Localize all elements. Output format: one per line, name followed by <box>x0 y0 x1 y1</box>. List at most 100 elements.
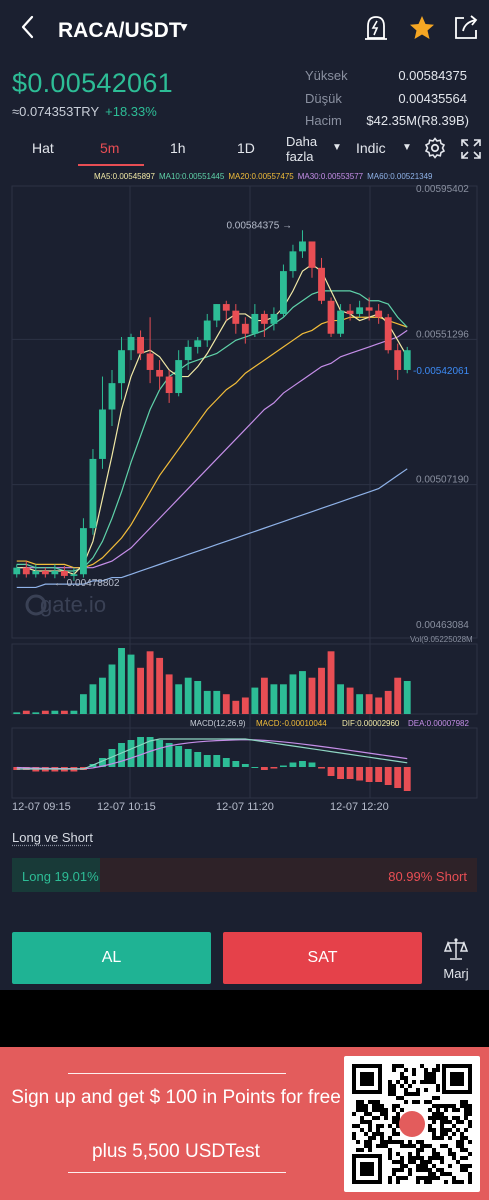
qr-module <box>360 1120 364 1124</box>
qr-module <box>396 1104 400 1108</box>
qr-module <box>376 1144 380 1148</box>
stats-panel: Yüksek 0.00584375 Düşük 0.00435564 Hacim… <box>0 66 489 128</box>
volume-bar <box>384 690 392 714</box>
qr-module <box>352 1136 356 1140</box>
low-marker: ← 0.00478802 <box>54 578 120 589</box>
macd-label: MACD(12,26,9) <box>190 719 246 728</box>
qr-module <box>404 1100 408 1104</box>
qr-module <box>460 1104 464 1108</box>
qr-module <box>452 1180 456 1184</box>
qr-module <box>404 1164 408 1168</box>
qr-module <box>432 1148 436 1152</box>
qr-module <box>452 1156 456 1160</box>
promo-banner[interactable]: Sign up and get $ 100 in Points for free… <box>0 1047 489 1200</box>
candle-body <box>241 323 249 334</box>
qr-module <box>440 1116 444 1120</box>
qr-module <box>360 1104 364 1108</box>
qr-module <box>424 1180 428 1184</box>
tab-more[interactable]: Daha fazla <box>286 134 317 164</box>
qr-module <box>364 1140 368 1144</box>
volume-bar <box>213 690 221 714</box>
qr-module <box>428 1116 432 1120</box>
price-block: $0.00542061 <box>12 68 173 99</box>
qr-module <box>432 1104 436 1108</box>
price-chart[interactable]: 0.00595402 0.00551296 0.00507190 0.00463084… <box>0 168 489 818</box>
candle-body <box>80 528 87 575</box>
tab-indic[interactable]: Indic <box>356 140 386 156</box>
qr-module <box>464 1156 468 1160</box>
candle-body <box>127 337 135 351</box>
chevron-down-icon[interactable]: ▼ <box>178 20 190 34</box>
margin-button[interactable]: Marj <box>434 932 478 984</box>
qr-module <box>440 1104 444 1108</box>
qr-module <box>460 1180 464 1184</box>
buy-button[interactable]: AL <box>12 932 211 984</box>
candle-body <box>365 307 373 311</box>
back-icon[interactable] <box>14 12 44 42</box>
qr-module <box>468 1104 472 1108</box>
qr-module <box>388 1180 392 1184</box>
qr-module <box>412 1156 416 1160</box>
alert-bell-icon[interactable] <box>360 12 392 44</box>
qr-module <box>400 1160 404 1164</box>
qr-module <box>440 1132 444 1136</box>
qr-module <box>400 1156 404 1160</box>
candle-body <box>299 241 306 252</box>
share-icon[interactable] <box>450 12 482 44</box>
sell-button[interactable]: SAT <box>223 932 422 984</box>
qr-module <box>436 1084 440 1088</box>
qr-module <box>452 1116 456 1120</box>
qr-module <box>392 1132 396 1136</box>
qr-module <box>380 1144 384 1148</box>
qr-module <box>372 1132 376 1136</box>
qr-module <box>360 1100 364 1104</box>
ma-legend-item: MA5:0.00545897 <box>94 172 155 181</box>
volume-bar <box>394 677 402 714</box>
qr-module <box>448 1148 452 1152</box>
long-short-bar: Long 19.01% 80.99% Short <box>12 858 477 892</box>
macd-panel-frame <box>11 727 478 799</box>
candle-body <box>194 340 202 347</box>
settings-gear-icon[interactable] <box>423 136 447 160</box>
qr-module <box>452 1124 456 1128</box>
qr-module <box>452 1152 456 1156</box>
indic-caret-icon[interactable]: ▼ <box>402 142 412 153</box>
qr-code[interactable] <box>344 1056 480 1192</box>
long-short-title[interactable]: Long ve Short <box>12 830 93 845</box>
qr-module <box>420 1064 424 1068</box>
volume-bar <box>156 657 164 714</box>
candle-body <box>156 369 164 377</box>
qr-module <box>408 1152 412 1156</box>
more-caret-icon[interactable]: ▼ <box>332 142 342 153</box>
qr-module <box>412 1068 416 1072</box>
ma-legend-item: MA30:0.00553577 <box>297 172 364 181</box>
qr-module <box>428 1108 432 1112</box>
qr-module <box>436 1176 440 1180</box>
qr-module <box>420 1140 424 1144</box>
tab-1d[interactable]: 1D <box>237 140 255 156</box>
qr-module <box>380 1112 384 1116</box>
qr-module <box>436 1088 440 1092</box>
qr-module <box>404 1144 408 1148</box>
qr-module <box>428 1172 432 1176</box>
tab-5m[interactable]: 5m <box>100 140 120 156</box>
pair-title[interactable]: RACA/USDT <box>58 19 182 42</box>
qr-module <box>404 1176 408 1180</box>
qr-module <box>408 1160 412 1164</box>
favorite-star-icon[interactable] <box>406 12 438 44</box>
candle-body <box>203 320 211 341</box>
qr-module <box>392 1068 396 1072</box>
qr-module <box>396 1116 400 1120</box>
volume-value: $42.35M(R8.39B) <box>366 113 469 128</box>
tab-hat[interactable]: Hat <box>32 140 54 156</box>
volume-bar <box>60 710 68 714</box>
last-price: $0.00542061 <box>12 68 173 98</box>
qr-module <box>448 1164 452 1168</box>
volume-bar <box>70 710 78 714</box>
qr-module <box>404 1080 408 1084</box>
macd-bar <box>270 767 278 769</box>
macd-bar <box>241 764 249 767</box>
fullscreen-icon[interactable] <box>460 138 482 160</box>
macd-bar <box>156 740 164 767</box>
tab-1h[interactable]: 1h <box>170 140 186 156</box>
